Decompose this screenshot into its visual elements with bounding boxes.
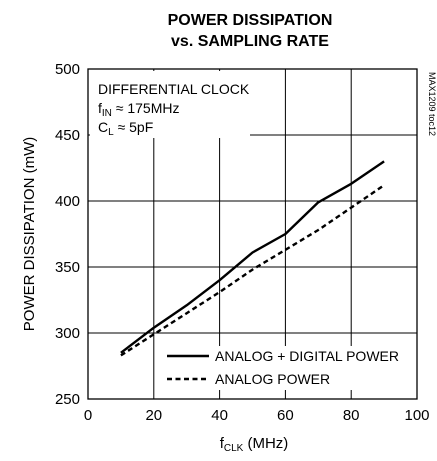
y-tick-250: 250 — [55, 391, 80, 408]
legend-label-analog-digital: ANALOG + DIGITAL POWER — [215, 348, 399, 364]
x-tick-40: 40 — [211, 407, 228, 424]
series-line-0 — [120, 160, 385, 354]
x-tick-labels: 0 20 40 60 80 100 — [84, 407, 430, 424]
annotation-cl: CL ≈ 5pF — [98, 119, 153, 138]
annotation-box — [90, 71, 250, 138]
x-tick-20: 20 — [145, 407, 162, 424]
x-tick-0: 0 — [84, 407, 92, 424]
legend-box — [160, 346, 374, 390]
y-tick-300: 300 — [55, 325, 80, 342]
series-line-1 — [120, 184, 385, 357]
y-tick-450: 450 — [55, 127, 80, 144]
annotation-clock: DIFFERENTIAL CLOCK — [98, 81, 250, 97]
y-tick-400: 400 — [55, 193, 80, 210]
x-tick-100: 100 — [404, 407, 429, 424]
chart-title-line-1: POWER DISSIPATION — [168, 12, 333, 29]
legend-label-analog: ANALOG POWER — [215, 371, 330, 387]
chart-title-line-2: vs. SAMPLING RATE — [171, 33, 329, 50]
x-tick-60: 60 — [277, 407, 294, 424]
series-group — [120, 160, 385, 357]
y-axis-label: POWER DISSIPATION (mW) — [21, 137, 38, 331]
y-tick-500: 500 — [55, 61, 80, 78]
side-label: MAX1209 toc12 — [427, 72, 437, 136]
x-tick-80: 80 — [343, 407, 360, 424]
x-axis-label: fCLK (MHz) — [220, 435, 289, 454]
y-tick-labels: 250 300 350 400 450 500 — [55, 61, 80, 408]
annotation-fin: fIN ≈ 175MHz — [98, 100, 179, 119]
plot-frame — [87, 68, 418, 400]
y-tick-350: 350 — [55, 259, 80, 276]
